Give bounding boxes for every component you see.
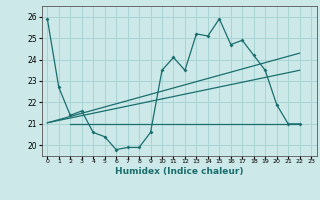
X-axis label: Humidex (Indice chaleur): Humidex (Indice chaleur) xyxy=(115,167,244,176)
